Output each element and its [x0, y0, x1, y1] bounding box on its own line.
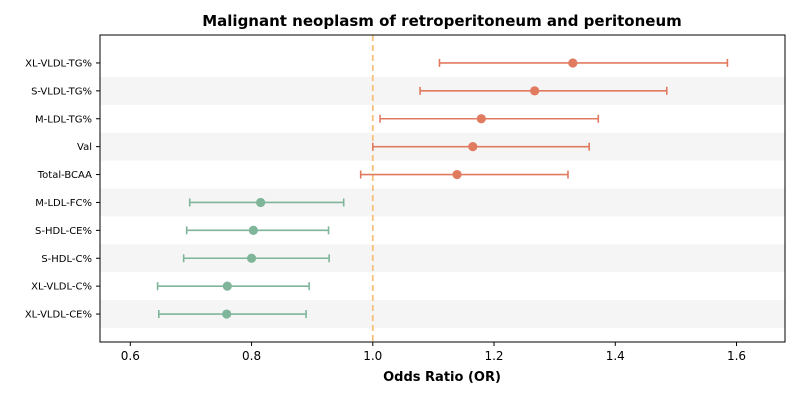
- y-tick-label: S-HDL-CE%: [35, 226, 92, 237]
- y-tick-label: Val: [77, 142, 92, 153]
- or-point: [530, 86, 540, 96]
- or-point: [452, 169, 462, 180]
- x-axis-ticks: 0.6 0.8 1.0 1.2 1.4 1.6: [121, 342, 746, 363]
- or-point: [246, 253, 257, 263]
- data-marks: [156, 58, 729, 319]
- x-tick-label: 1.4: [606, 349, 625, 363]
- y-tick-label: Total-BCAA: [37, 170, 92, 181]
- y-tick-label: XL-VLDL-C%: [31, 282, 92, 293]
- or-point: [468, 142, 478, 152]
- x-tick-label: 1.0: [363, 349, 382, 363]
- or-point: [568, 58, 578, 68]
- y-tick-label: S-VLDL-TG%: [31, 86, 92, 97]
- y-tick-label: M-LDL-FC%: [35, 198, 92, 209]
- y-tick-label: XL-VLDL-CE%: [25, 310, 92, 321]
- x-tick-label: 0.8: [242, 349, 261, 363]
- x-tick-label: 0.6: [121, 349, 140, 363]
- y-tick-label: XL-VLDL-TG%: [25, 58, 92, 69]
- x-axis-label: Odds Ratio (OR): [383, 370, 501, 385]
- y-axis-ticks: XL-VLDL-TG% S-VLDL-TG% M-LDL-TG% Val Total-B…: [25, 58, 100, 321]
- x-tick-label: 1.6: [727, 349, 746, 363]
- or-point: [222, 281, 232, 291]
- or-point: [248, 225, 258, 235]
- chart-title: Malignant neoplasm of retroperitoneum an…: [202, 12, 682, 30]
- plot-frame: [99, 34, 786, 343]
- y-tick-label: S-HDL-C%: [41, 254, 92, 265]
- or-point: [476, 114, 486, 124]
- or-point: [256, 197, 266, 208]
- x-tick-label: 1.2: [484, 349, 503, 363]
- y-tick-label: M-LDL-TG%: [35, 114, 92, 125]
- or-point: [222, 309, 232, 319]
